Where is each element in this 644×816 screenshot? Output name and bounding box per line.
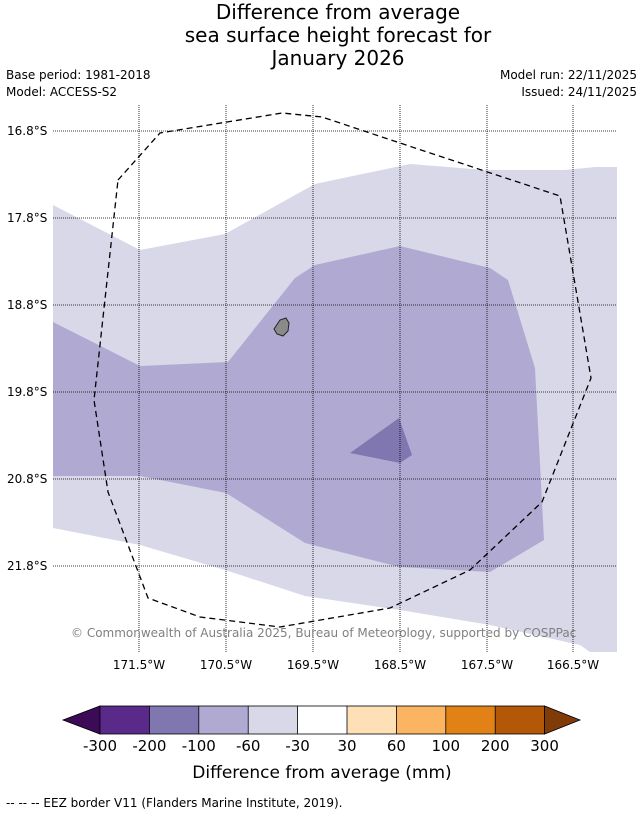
island-shape	[273, 317, 290, 337]
colorbar: -300 -200 -100 -60 -30 30 60 100 200 300…	[61, 705, 582, 783]
colorbar-swatch	[347, 706, 397, 734]
title-line-2: sea surface height forecast for	[184, 23, 492, 47]
colorbar-tick-label: -200	[132, 737, 166, 755]
lat-label: 17.8°S	[7, 211, 47, 225]
model-name: Model: ACCESS-S2	[6, 85, 118, 99]
band-minus200-minus100	[350, 418, 412, 463]
colorbar-swatch	[396, 706, 446, 734]
issued-date: Issued: 24/11/2025	[521, 85, 637, 99]
colorbar-tick-label: -30	[285, 737, 310, 755]
colorbar-tick-label: -60	[236, 737, 261, 755]
colorbar-swatch-low-extend	[61, 705, 101, 735]
lon-label: 166.5°W	[547, 658, 599, 672]
lon-label: 171.5°W	[113, 658, 165, 672]
colorbar-swatch	[445, 706, 496, 734]
colorbar-tick-label: 60	[387, 737, 406, 755]
lat-label: 20.8°S	[7, 472, 47, 486]
lat-label: 16.8°S	[7, 124, 47, 138]
lon-label: 167.5°W	[461, 658, 513, 672]
colorbar-tick-label: 100	[431, 737, 460, 755]
colorbar-swatch-high-extend	[544, 705, 582, 735]
colorbar-swatch	[495, 706, 545, 734]
colorbar-swatch	[248, 706, 298, 734]
colorbar-tick-label: -300	[83, 737, 117, 755]
model-run: Model run: 22/11/2025	[499, 68, 637, 82]
colorbar-tick-label: 300	[530, 737, 559, 755]
title-line-3: January 2026	[271, 46, 405, 70]
lat-label: 19.8°S	[7, 385, 47, 399]
gridlines	[53, 105, 617, 652]
colorbar-outline	[99, 705, 546, 735]
colorbar-tick-label: 200	[481, 737, 510, 755]
colorbar-swatch	[100, 706, 150, 734]
colorbar-swatch	[297, 706, 347, 734]
lon-label: 168.5°W	[374, 658, 426, 672]
colorbar-title: Difference from average (mm)	[192, 763, 451, 783]
colorbar-tick-label: -100	[182, 737, 216, 755]
colorbar-swatch	[149, 706, 199, 734]
eez-footnote: -- -- -- EEZ border V11 (Flanders Marine…	[6, 796, 343, 810]
eez-border	[93, 112, 592, 628]
band-minus100-minus60	[53, 246, 544, 572]
colorbar-swatch	[198, 706, 249, 734]
lon-label: 169.5°W	[287, 658, 339, 672]
lat-label: 21.8°S	[7, 559, 47, 573]
colorbar-tick-label: 30	[337, 737, 356, 755]
base-period: Base period: 1981-2018	[6, 68, 151, 82]
title-line-1: Difference from average	[215, 0, 461, 24]
lon-label: 170.5°W	[200, 658, 252, 672]
copyright-text: © Commonwealth of Australia 2025, Bureau…	[71, 626, 576, 640]
lat-label: 18.8°S	[7, 298, 47, 312]
